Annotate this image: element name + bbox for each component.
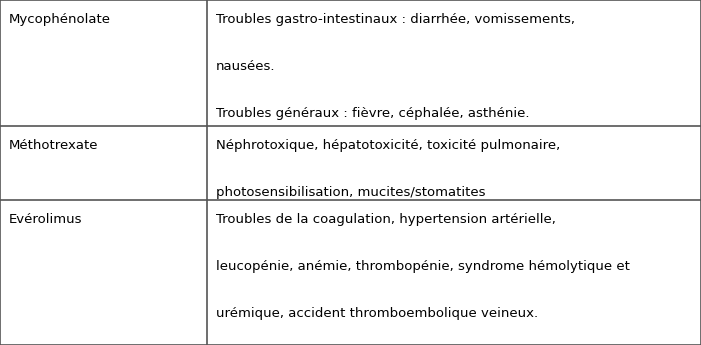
Text: Evérolimus: Evérolimus [9, 213, 83, 226]
Text: nausées.: nausées. [216, 60, 275, 73]
Text: Mycophénolate: Mycophénolate [9, 13, 111, 26]
Text: leucopénie, anémie, thrombopénie, syndrome hémolytique et: leucopénie, anémie, thrombopénie, syndro… [216, 260, 629, 273]
Text: photosensibilisation, mucites/stomatites: photosensibilisation, mucites/stomatites [216, 186, 485, 199]
Text: Méthotrexate: Méthotrexate [9, 139, 99, 152]
Text: urémique, accident thromboembolique veineux.: urémique, accident thromboembolique vein… [216, 307, 538, 320]
Text: Troubles généraux : fièvre, céphalée, asthénie.: Troubles généraux : fièvre, céphalée, as… [216, 107, 529, 120]
Text: Troubles de la coagulation, hypertension artérielle,: Troubles de la coagulation, hypertension… [216, 213, 556, 226]
Text: Néphrotoxique, hépatotoxicité, toxicité pulmonaire,: Néphrotoxique, hépatotoxicité, toxicité … [216, 139, 560, 152]
Text: Troubles gastro-intestinaux : diarrhée, vomissements,: Troubles gastro-intestinaux : diarrhée, … [216, 13, 575, 26]
